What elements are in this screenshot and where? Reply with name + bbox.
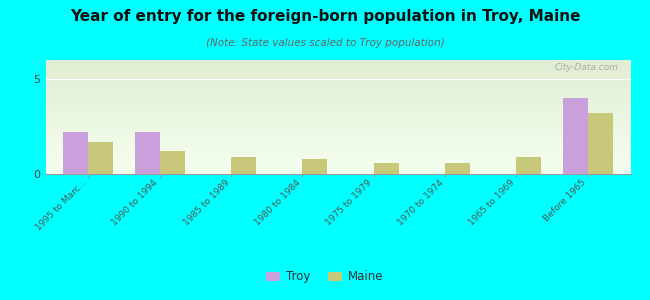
Bar	[88, 142, 113, 174]
Bar	[302, 159, 328, 174]
Bar	[63, 132, 88, 174]
Bar	[445, 163, 470, 174]
Bar	[563, 98, 588, 174]
Bar	[588, 113, 613, 174]
Bar	[135, 132, 160, 174]
Bar	[231, 157, 256, 174]
Bar	[516, 157, 541, 174]
Text: Year of entry for the foreign-born population in Troy, Maine: Year of entry for the foreign-born popul…	[70, 9, 580, 24]
Legend: Troy, Maine: Troy, Maine	[261, 266, 389, 288]
Bar	[374, 163, 398, 174]
Text: (Note: State values scaled to Troy population): (Note: State values scaled to Troy popul…	[205, 38, 445, 47]
Bar	[160, 151, 185, 174]
Text: City-Data.com: City-Data.com	[555, 63, 619, 72]
